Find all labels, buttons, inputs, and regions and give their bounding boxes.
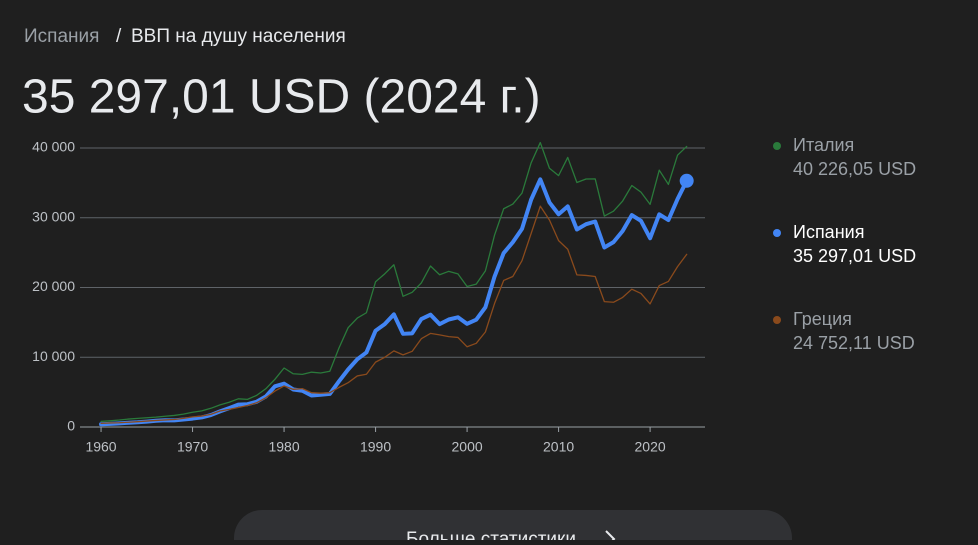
legend-value: 40 226,05 USD bbox=[793, 159, 916, 179]
legend-marker bbox=[773, 229, 781, 237]
headline: 35 297,01 USD (2024 г.) bbox=[22, 71, 541, 124]
legend-value: 35 297,01 USD bbox=[793, 246, 916, 266]
x-tick-label: 1970 bbox=[177, 439, 208, 455]
x-tick-label: 1960 bbox=[85, 439, 116, 455]
breadcrumb-country[interactable]: Испания bbox=[24, 26, 99, 47]
legend-marker bbox=[773, 142, 781, 150]
y-tick-label: 10 000 bbox=[32, 348, 75, 364]
more-button[interactable] bbox=[234, 510, 792, 545]
legend-name: Испания bbox=[793, 222, 864, 242]
y-tick-label: 0 bbox=[67, 418, 75, 434]
legend-value: 24 752,11 USD bbox=[793, 333, 915, 353]
more-button-label: Больше статистики bbox=[406, 529, 576, 540]
series-line bbox=[100, 141, 688, 423]
x-tick-label: 2020 bbox=[635, 439, 666, 455]
y-tick-label: 30 000 bbox=[32, 208, 75, 224]
series-line bbox=[100, 205, 688, 425]
plot: 0 10 000 20 000 30 000 40 000 1960 1970 1980 199… bbox=[32, 139, 705, 455]
breadcrumb-separator: / bbox=[116, 26, 122, 47]
x-tick-label: 2010 bbox=[543, 439, 574, 455]
end-point bbox=[679, 173, 694, 188]
breadcrumb-topic: ВВП на душу населения bbox=[131, 26, 346, 47]
x-tick-label: 2000 bbox=[452, 439, 483, 455]
legend-marker bbox=[773, 316, 781, 324]
legend-name: Италия bbox=[793, 135, 854, 155]
x-tick-label: 1980 bbox=[268, 439, 299, 455]
x-tick-label: 1990 bbox=[360, 439, 391, 455]
y-tick-label: 20 000 bbox=[32, 278, 75, 294]
legend: Италия 40 226,05 USD Испания 35 297,01 USD Г… bbox=[773, 135, 916, 353]
y-tick-label: 40 000 bbox=[32, 139, 75, 155]
legend-name: Греция bbox=[793, 309, 852, 329]
series-line bbox=[99, 177, 689, 427]
